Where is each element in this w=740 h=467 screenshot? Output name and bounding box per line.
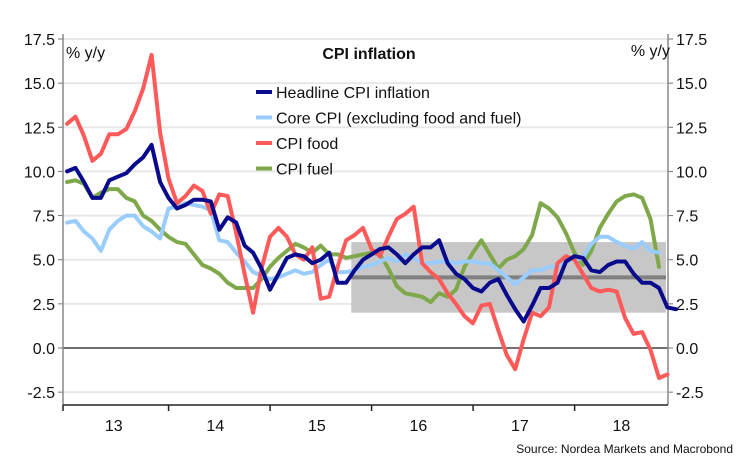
left-y-tick-label: 12.5 — [24, 120, 55, 137]
legend-label: CPI fuel — [276, 162, 333, 179]
left-y-tick-label: -2.5 — [27, 385, 55, 402]
right-axis-unit-label: % y/y — [631, 43, 670, 60]
left-y-tick-label: 7.5 — [33, 209, 55, 226]
right-y-tick-label: 2.5 — [676, 297, 698, 314]
right-y-tick-label: 17.5 — [676, 32, 707, 49]
series-lines — [65, 52, 678, 380]
left-y-tick-label: 10.0 — [24, 164, 55, 181]
left-y-tick-label: 5.0 — [33, 253, 55, 270]
left-y-tick-label: 0.0 — [33, 341, 55, 358]
series-line-cpi-food — [65, 52, 670, 380]
x-tick-label: 16 — [409, 418, 427, 435]
right-y-tick-label: 15.0 — [676, 76, 707, 93]
axes: -2.5 -2.5 0.0 0.0 2.5 2.5 5.0 5.0 7.5 7.5 10.0 10.0… — [24, 32, 707, 435]
legend-label: Headline CPI inflation — [276, 85, 430, 102]
right-y-tick-label: 7.5 — [676, 209, 698, 226]
right-y-tick-label: 5.0 — [676, 253, 698, 270]
left-axis-unit-label: % y/y — [66, 45, 105, 62]
legend-label: CPI food — [276, 136, 338, 153]
x-tick-label: 18 — [612, 418, 630, 435]
legend-label: Core CPI (excluding food and fuel) — [276, 111, 521, 128]
series-line-core-cpi-excluding-food-and-fuel — [65, 201, 661, 287]
series-line-headline-cpi-inflation — [65, 142, 678, 324]
x-tick-label: 13 — [105, 418, 123, 435]
right-y-tick-label: -2.5 — [676, 385, 704, 402]
chart-title: CPI inflation — [322, 46, 415, 63]
x-tick-label: 15 — [308, 418, 326, 435]
right-y-tick-label: 0.0 — [676, 341, 698, 358]
x-tick-label: 17 — [511, 418, 529, 435]
left-y-tick-label: 15.0 — [24, 76, 55, 93]
source-note: Source: Nordea Markets and Macrobond — [516, 442, 733, 456]
left-y-tick-label: 2.5 — [33, 297, 55, 314]
left-y-tick-label: 17.5 — [24, 32, 55, 49]
x-tick-label: 14 — [206, 418, 224, 435]
series-line-cpi-fuel — [65, 178, 661, 305]
right-y-tick-label: 10.0 — [676, 164, 707, 181]
legend: Headline CPI inflation Core CPI (excludin… — [256, 85, 521, 179]
right-y-tick-label: 12.5 — [676, 120, 707, 137]
